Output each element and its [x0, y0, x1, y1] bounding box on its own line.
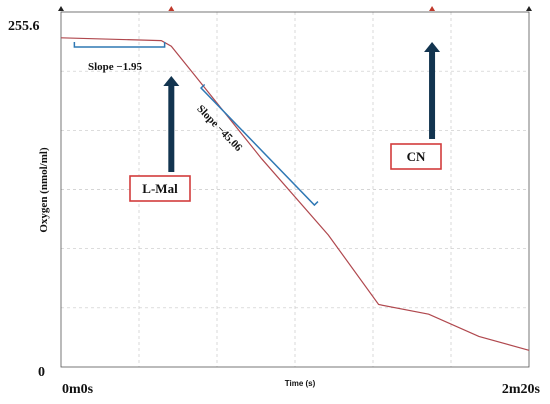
- cn-arrow: [424, 42, 441, 139]
- slope-bracket-2: [199, 83, 319, 207]
- top-event-marker: [168, 6, 175, 11]
- grid: [61, 12, 529, 367]
- x-tick-label-start: 0m0s: [62, 382, 94, 397]
- arrow-shaft: [429, 50, 436, 139]
- top-event-marker: [429, 6, 436, 11]
- top-event-marker: [526, 6, 532, 11]
- arrow-head: [163, 76, 180, 86]
- x-tick-label-end: 2m20s: [502, 382, 541, 397]
- cn-label: CN: [407, 149, 426, 164]
- l-mal-arrow: [163, 76, 180, 172]
- cn-label-box: [390, 143, 442, 170]
- y-tick-label-top: 255.6: [8, 19, 40, 34]
- x-axis-title: Time (s): [285, 379, 316, 388]
- plot-frame: [60, 11, 530, 368]
- top-markers: [58, 6, 532, 11]
- l-mal-label: L-Mal: [142, 181, 178, 196]
- top-event-marker: [58, 6, 64, 11]
- l-mal-label-box: [129, 175, 191, 202]
- slope-label-1: Slope −1.95: [88, 61, 142, 73]
- y-tick-label-bottom: 0: [38, 365, 45, 380]
- slope-bracket-1: [73, 42, 166, 48]
- slope-bracket-2-group: Slope −45.06: [194, 83, 319, 207]
- oxygen-trace-line: [60, 37, 530, 351]
- arrow-head: [424, 42, 441, 52]
- y-axis-title: Oxygen (nmol/ml): [38, 147, 50, 233]
- arrow-shaft: [168, 84, 175, 172]
